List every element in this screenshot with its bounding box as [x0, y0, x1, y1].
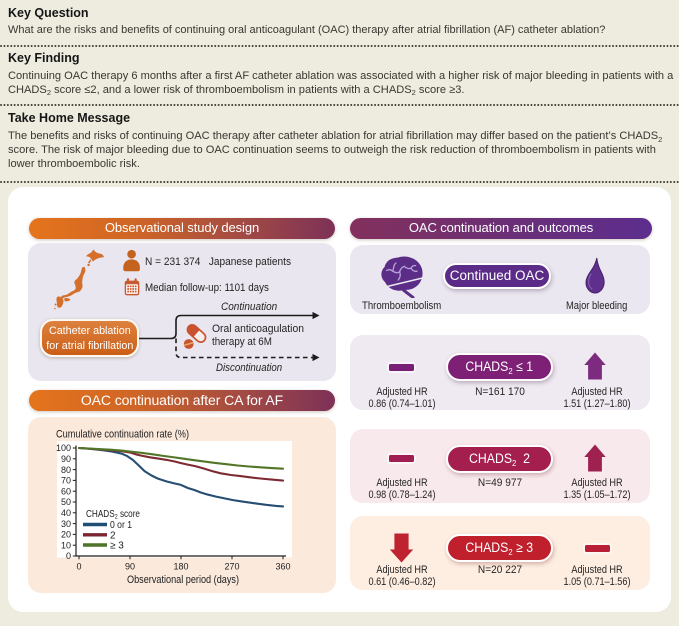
svg-text:20: 20	[61, 530, 71, 540]
svg-text:30: 30	[61, 519, 71, 529]
svg-text:90: 90	[125, 562, 135, 572]
svg-text:80: 80	[61, 465, 71, 475]
svg-text:0 or 1: 0 or 1	[110, 520, 132, 531]
svg-text:360: 360	[275, 562, 290, 572]
svg-text:70: 70	[61, 476, 71, 486]
svg-text:270: 270	[224, 562, 239, 572]
svg-text:60: 60	[61, 486, 71, 496]
svg-text:100: 100	[56, 443, 71, 453]
svg-text:50: 50	[61, 497, 71, 507]
svg-text:90: 90	[61, 454, 71, 464]
svg-text:0: 0	[66, 551, 71, 561]
svg-text:Observational period (days): Observational period (days)	[127, 574, 239, 586]
svg-text:2: 2	[110, 530, 116, 541]
svg-text:180: 180	[173, 562, 188, 572]
svg-text:≥ 3: ≥ 3	[110, 541, 124, 552]
svg-text:Cumulative continuation rate (: Cumulative continuation rate (%)	[56, 429, 189, 441]
svg-text:40: 40	[61, 508, 71, 518]
svg-text:10: 10	[61, 540, 71, 550]
svg-text:CHADS2 score: CHADS2 score	[86, 509, 140, 521]
svg-text:0: 0	[76, 562, 81, 572]
